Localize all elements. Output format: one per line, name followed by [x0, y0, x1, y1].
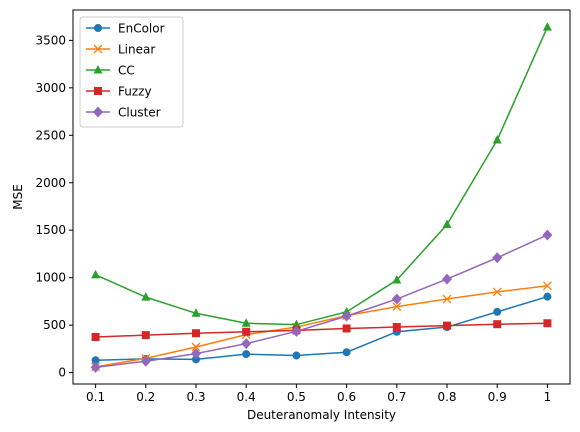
legend-label-cluster: Cluster: [118, 106, 161, 120]
data-point-linear-stroke: [542, 281, 552, 291]
data-point-cluster: [291, 325, 302, 337]
data-point-cc: [492, 135, 502, 144]
x-tick-label: 0.6: [337, 390, 356, 404]
y-tick-label: 0: [58, 366, 66, 380]
legend-marker-cc: [93, 65, 103, 74]
x-tick-label: 0.3: [186, 390, 205, 404]
data-point-encolor: [292, 351, 301, 360]
series-linear: [91, 281, 552, 372]
y-tick-label: 3000: [35, 81, 66, 95]
legend-marker-linear: [93, 44, 103, 54]
series-encolor: [91, 292, 552, 365]
series-line-fuzzy: [95, 322, 548, 338]
data-point-cc: [392, 275, 402, 284]
y-tick-label: 1500: [35, 223, 66, 237]
data-point-linear: [191, 342, 201, 352]
data-point-encolor: [493, 307, 502, 316]
data-point-cc: [542, 22, 552, 31]
data-point-fuzzy: [392, 323, 401, 332]
x-axis-label: Deuteranomaly Intensity: [247, 408, 396, 422]
x-tick-label: 0.1: [86, 390, 105, 404]
y-tick-label: 1000: [35, 271, 66, 285]
data-point-linear-stroke: [191, 342, 201, 352]
series-fuzzy: [91, 319, 552, 342]
series-cc: [91, 22, 552, 329]
y-tick-label: 500: [43, 318, 66, 332]
y-tick-label: 2500: [35, 128, 66, 142]
data-point-cluster: [341, 310, 352, 322]
x-tick-label: 0.5: [287, 390, 306, 404]
y-tick-label: 3500: [35, 33, 66, 47]
x-tick-label: 0.2: [136, 390, 155, 404]
series-line-linear: [95, 285, 548, 368]
data-point-linear-stroke: [442, 294, 452, 304]
data-point-encolor: [91, 356, 100, 365]
data-point-cc: [191, 308, 201, 317]
data-point-cc: [141, 292, 151, 301]
data-point-cc: [91, 269, 101, 279]
data-point-cluster: [542, 229, 553, 241]
legend-marker-cluster: [93, 106, 103, 118]
data-point-fuzzy: [543, 319, 552, 328]
series-layer: [90, 22, 553, 373]
series-cluster: [90, 229, 553, 373]
data-point-encolor: [191, 355, 200, 364]
axes: 0.1 0.2 0.3 0.4 0.5 0.6 0.7 0.8 0.9 1 0 500 1000 1500…: [35, 33, 551, 404]
plot-frame: [72, 9, 571, 385]
x-tick-label: 1: [544, 390, 552, 404]
legend-marker-encolor: [94, 24, 102, 32]
legend-box: [79, 16, 184, 128]
data-point-fuzzy: [141, 331, 150, 340]
data-point-cluster: [492, 252, 503, 264]
legend-item-linear: Linear: [86, 43, 155, 57]
legend-item-cc: CC: [86, 64, 135, 78]
legend-label-fuzzy: Fuzzy: [118, 85, 152, 99]
data-point-linear: [542, 281, 552, 291]
legend-item-encolor: EnColor: [86, 22, 165, 36]
legend: EnColor Linear CC Fuzzy Cluster: [79, 16, 184, 128]
data-point-cluster: [391, 293, 402, 305]
legend-marker-fuzzy: [94, 87, 102, 95]
legend-marker-linear-stroke: [93, 44, 103, 54]
x-tick-label: 0.7: [387, 390, 406, 404]
data-point-cc: [291, 319, 301, 329]
data-point-cluster: [190, 348, 201, 360]
legend-label-linear: Linear: [118, 43, 155, 57]
series-line-cluster: [95, 234, 548, 369]
data-point-cc: [241, 318, 251, 327]
x-tick-label: 0.8: [437, 390, 456, 404]
data-point-fuzzy: [493, 320, 502, 329]
data-point-linear: [492, 287, 502, 297]
data-point-linear: [392, 302, 402, 312]
y-axis-label: MSE: [11, 184, 25, 210]
data-point-cluster: [90, 361, 101, 373]
data-point-encolor: [242, 350, 251, 359]
x-tick-label: 0.9: [488, 390, 507, 404]
y-tick-label: 2000: [35, 176, 66, 190]
data-point-fuzzy: [91, 333, 100, 342]
data-point-fuzzy: [242, 327, 251, 336]
data-point-linear-stroke: [392, 302, 402, 312]
series-line-cc: [95, 26, 549, 326]
data-point-linear: [442, 294, 452, 304]
x-tick-label: 0.4: [237, 390, 256, 404]
data-point-encolor: [342, 348, 351, 357]
series-line-encolor: [95, 295, 548, 362]
data-point-cc: [442, 219, 452, 229]
legend-label-cc: CC: [118, 64, 135, 78]
data-point-linear-stroke: [492, 287, 502, 297]
data-point-encolor: [543, 292, 552, 301]
legend-label-encolor: EnColor: [118, 22, 165, 36]
data-point-fuzzy: [443, 321, 452, 330]
data-point-cluster: [140, 355, 151, 367]
legend-item-fuzzy: Fuzzy: [86, 85, 152, 99]
data-point-cluster: [442, 273, 453, 285]
data-point-fuzzy: [191, 329, 200, 338]
data-point-cluster: [241, 338, 252, 350]
data-point-fuzzy: [342, 324, 351, 333]
legend-item-cluster: Cluster: [86, 106, 161, 120]
